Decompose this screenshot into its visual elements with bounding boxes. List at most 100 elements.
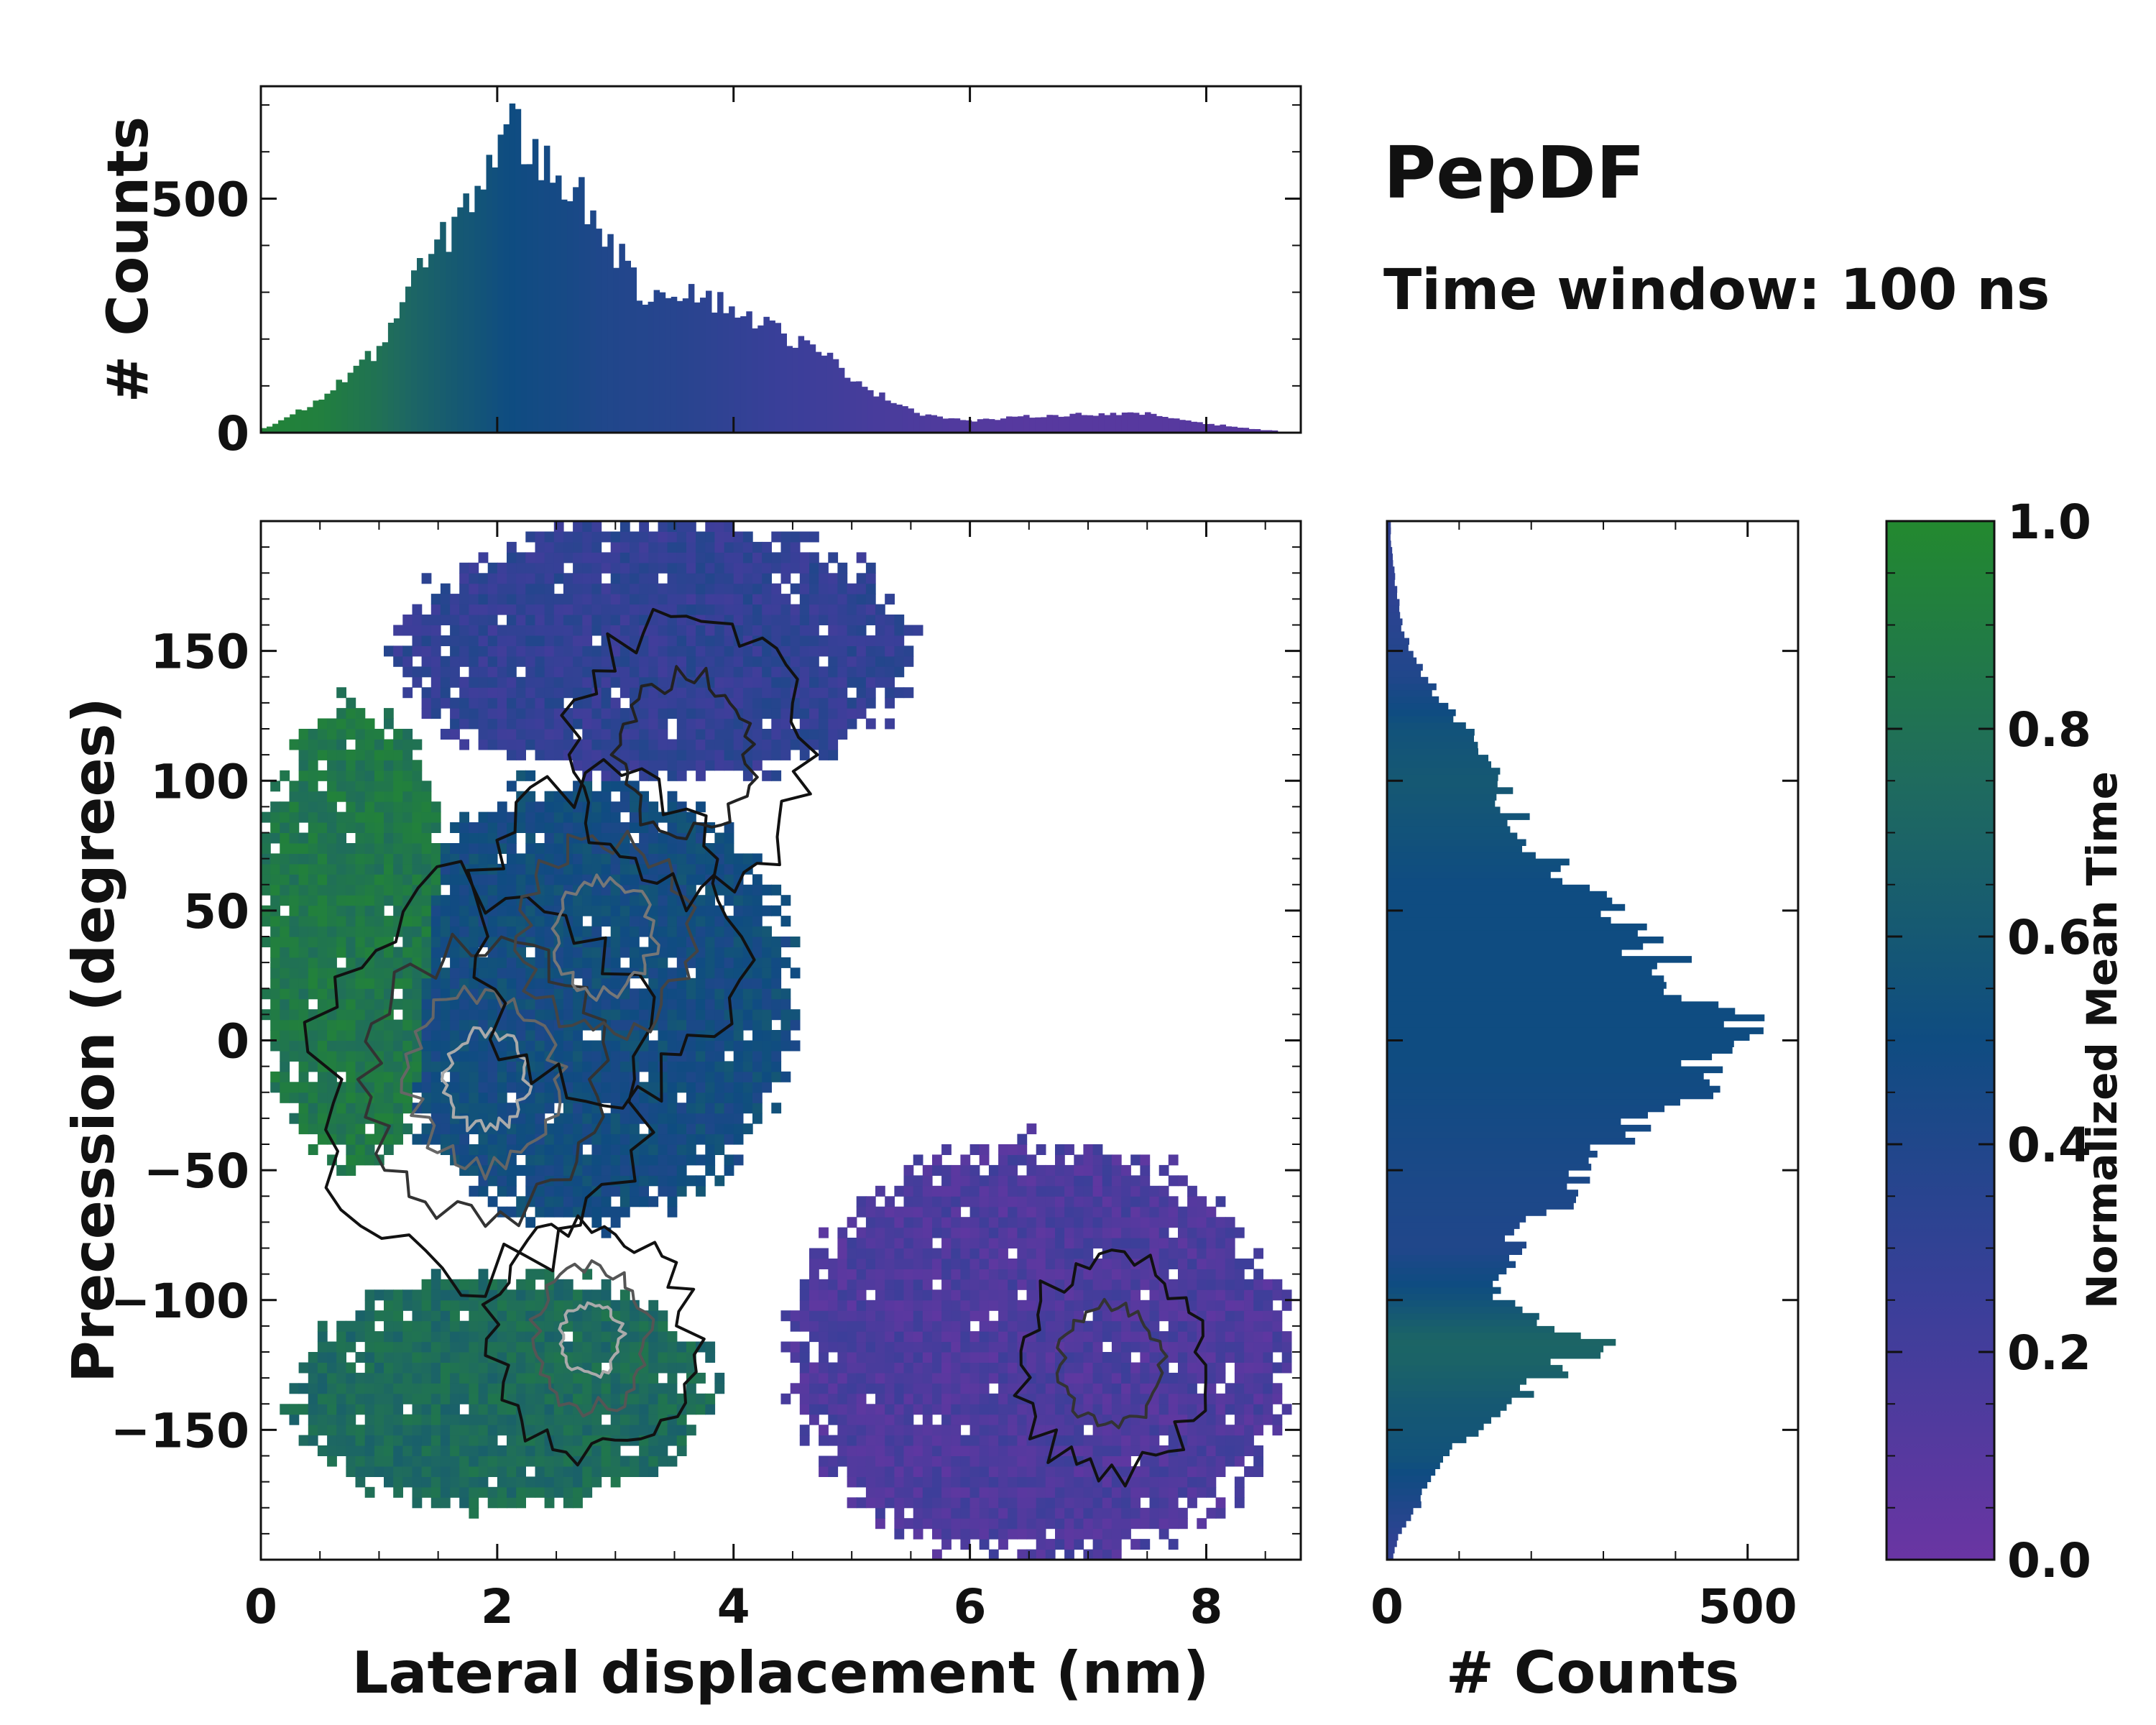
heatmap-cell xyxy=(327,1393,337,1404)
heatmap-cell xyxy=(724,978,734,989)
heatmap-cell xyxy=(932,1310,942,1322)
heatmap-cell xyxy=(658,729,668,740)
heatmap-cell xyxy=(393,811,403,823)
heatmap-cell xyxy=(1074,1238,1084,1248)
heatmap-cell xyxy=(459,884,469,896)
heatmap-cell xyxy=(364,1289,375,1301)
heatmap-cell xyxy=(1092,1486,1103,1498)
heatmap-cell xyxy=(856,1383,867,1394)
heatmap-cell xyxy=(639,562,649,574)
heatmap-cell xyxy=(516,1445,526,1456)
heatmap-cell xyxy=(988,1455,999,1467)
heatmap-cell xyxy=(913,1383,923,1394)
heatmap-cell xyxy=(450,1341,460,1353)
heatmap-cell xyxy=(582,1486,593,1498)
heatmap-cell xyxy=(535,905,545,916)
heatmap-cell xyxy=(1092,1383,1103,1394)
heatmap-cell xyxy=(298,1362,309,1374)
heatmap-cell xyxy=(402,1341,413,1353)
heatmap-cell xyxy=(497,1040,507,1052)
heatmap-cell xyxy=(402,791,413,802)
heatmap-cell xyxy=(573,604,583,615)
heatmap-cell xyxy=(440,1341,451,1353)
heatmap-cell xyxy=(573,926,583,937)
heatmap-cell xyxy=(610,1372,621,1384)
heatmap-cell xyxy=(573,687,583,699)
heatmap-cell xyxy=(837,1445,848,1456)
heatmap-cell xyxy=(497,635,507,646)
heatmap-cell xyxy=(610,573,621,584)
heatmap-cell xyxy=(922,1269,933,1280)
top-histogram-bar xyxy=(411,270,418,433)
heatmap-cell xyxy=(630,1425,640,1436)
heatmap-cell xyxy=(591,645,602,657)
heatmap-cell xyxy=(696,666,706,678)
heatmap-cell xyxy=(819,739,829,750)
heatmap-cell xyxy=(412,916,423,927)
heatmap-cell xyxy=(469,937,479,947)
heatmap-cell xyxy=(308,811,318,823)
heatmap-cell xyxy=(809,1289,819,1301)
heatmap-cell xyxy=(1036,1507,1046,1519)
heatmap-cell xyxy=(658,1455,668,1467)
heatmap-cell xyxy=(1074,1476,1084,1488)
heatmap-cell xyxy=(553,1144,564,1155)
heatmap-cell xyxy=(1083,1486,1094,1498)
heatmap-cell xyxy=(430,594,441,605)
heatmap-cell xyxy=(346,1030,356,1041)
heatmap-cell xyxy=(384,1372,394,1384)
heatmap-cell xyxy=(412,937,423,947)
heatmap-cell xyxy=(809,635,819,646)
heatmap-cell xyxy=(667,1071,678,1082)
top-histogram-bar xyxy=(301,410,308,433)
heatmap-cell xyxy=(894,1185,905,1197)
heatmap-cell xyxy=(364,1445,375,1456)
heatmap-cell xyxy=(705,1341,716,1353)
heatmap-cell xyxy=(497,957,507,968)
heatmap-cell xyxy=(865,1435,876,1446)
heatmap-cell xyxy=(346,1154,356,1166)
heatmap-cell xyxy=(535,1393,545,1404)
heatmap-cell xyxy=(837,718,848,730)
heatmap-cell xyxy=(847,1310,857,1322)
heatmap-cell xyxy=(667,1144,678,1155)
heatmap-cell xyxy=(553,1425,564,1436)
heatmap-cell xyxy=(667,760,678,771)
heatmap-cell xyxy=(988,1175,999,1187)
heatmap-cell xyxy=(544,687,555,699)
heatmap-cell xyxy=(941,1310,952,1322)
heatmap-cell xyxy=(696,1019,706,1031)
heatmap-cell xyxy=(1083,1352,1094,1363)
heatmap-cell xyxy=(535,822,545,833)
heatmap-cell xyxy=(459,957,469,968)
top-histogram-bar xyxy=(607,234,614,433)
heatmap-cell xyxy=(525,874,536,886)
heatmap-cell xyxy=(440,1279,451,1290)
heatmap-cell xyxy=(790,937,801,947)
heatmap-cell xyxy=(724,947,734,958)
heatmap-cell xyxy=(374,739,384,750)
heatmap-cell xyxy=(601,1383,612,1394)
heatmap-cell xyxy=(1026,1196,1037,1208)
heatmap-cell xyxy=(865,1404,876,1415)
heatmap-cell xyxy=(459,843,469,854)
heatmap-cell xyxy=(648,656,659,667)
heatmap-cell xyxy=(1055,1497,1065,1509)
heatmap-cell xyxy=(658,697,668,709)
heatmap-cell xyxy=(1045,1383,1056,1394)
heatmap-cell xyxy=(440,1320,451,1332)
heatmap-cell xyxy=(487,916,498,927)
heatmap-cell xyxy=(998,1425,1008,1436)
heatmap-cell xyxy=(1083,1393,1094,1404)
heatmap-cell xyxy=(1064,1310,1074,1322)
heatmap-cell xyxy=(1074,1206,1084,1218)
heatmap-cell xyxy=(507,1425,517,1436)
heatmap-cell xyxy=(951,1455,962,1467)
heatmap-cell xyxy=(913,1289,923,1301)
heatmap-cell xyxy=(421,1289,432,1301)
heatmap-cell xyxy=(402,874,413,886)
heatmap-cell xyxy=(913,1352,923,1363)
heatmap-cell xyxy=(544,739,555,750)
heatmap-cell xyxy=(535,583,545,594)
heatmap-cell xyxy=(742,1009,753,1021)
